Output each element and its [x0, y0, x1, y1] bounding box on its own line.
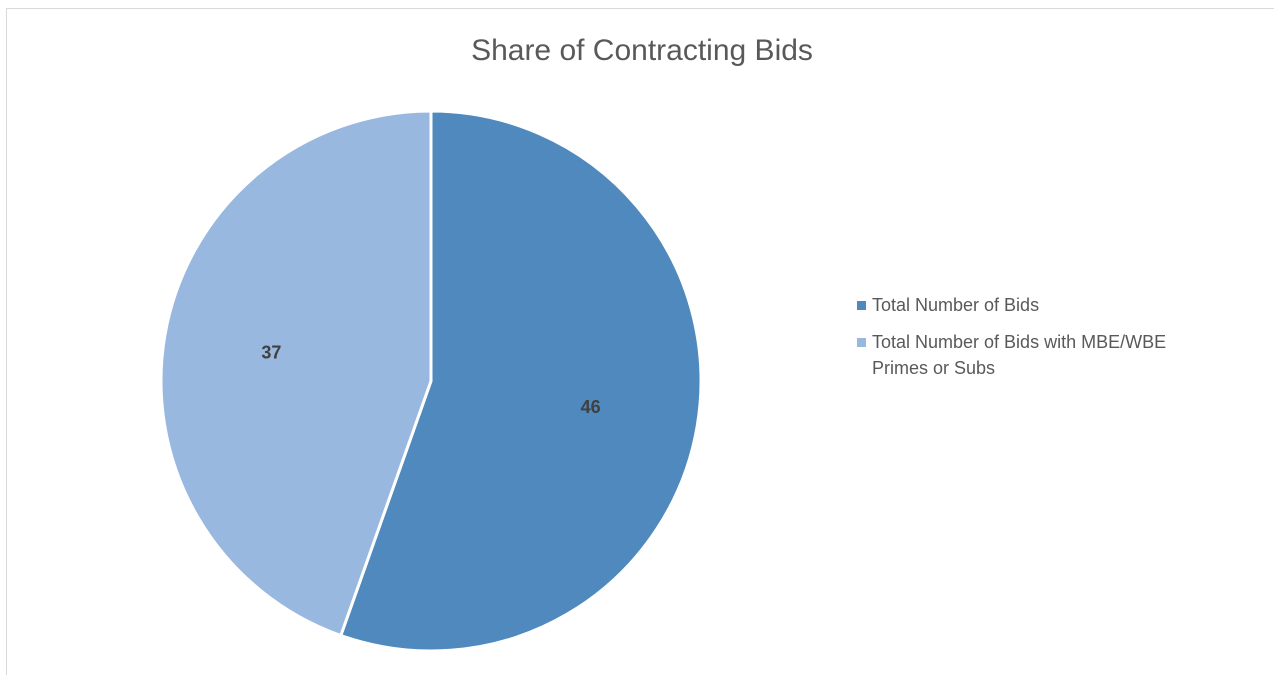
slice-mbe-wbe-bids — [159, 109, 433, 637]
chart-title: Share of Contracting Bids — [471, 34, 813, 67]
data-label-mbe-wbe-bids: 37 — [261, 342, 281, 362]
legend-item-total-bids: Total Number of Bids — [857, 292, 1187, 318]
data-label-total-bids: 46 — [581, 397, 601, 417]
legend-label-total-bids: Total Number of Bids — [872, 295, 1040, 315]
slice-total-bids — [339, 109, 703, 653]
legend-swatch-mbe-wbe-bids — [857, 338, 866, 347]
legend-item-mbe-wbe-bids: Total Number of Bids with MBE/WBE Primes… — [857, 329, 1187, 381]
chart-legend: Total Number of Bids Total Number of Bid… — [857, 292, 1187, 392]
legend-label-mbe-wbe-bids: Total Number of Bids with MBE/WBE Primes… — [872, 332, 1167, 378]
legend-swatch-total-bids — [857, 301, 866, 310]
chart-frame — [6, 8, 1274, 675]
